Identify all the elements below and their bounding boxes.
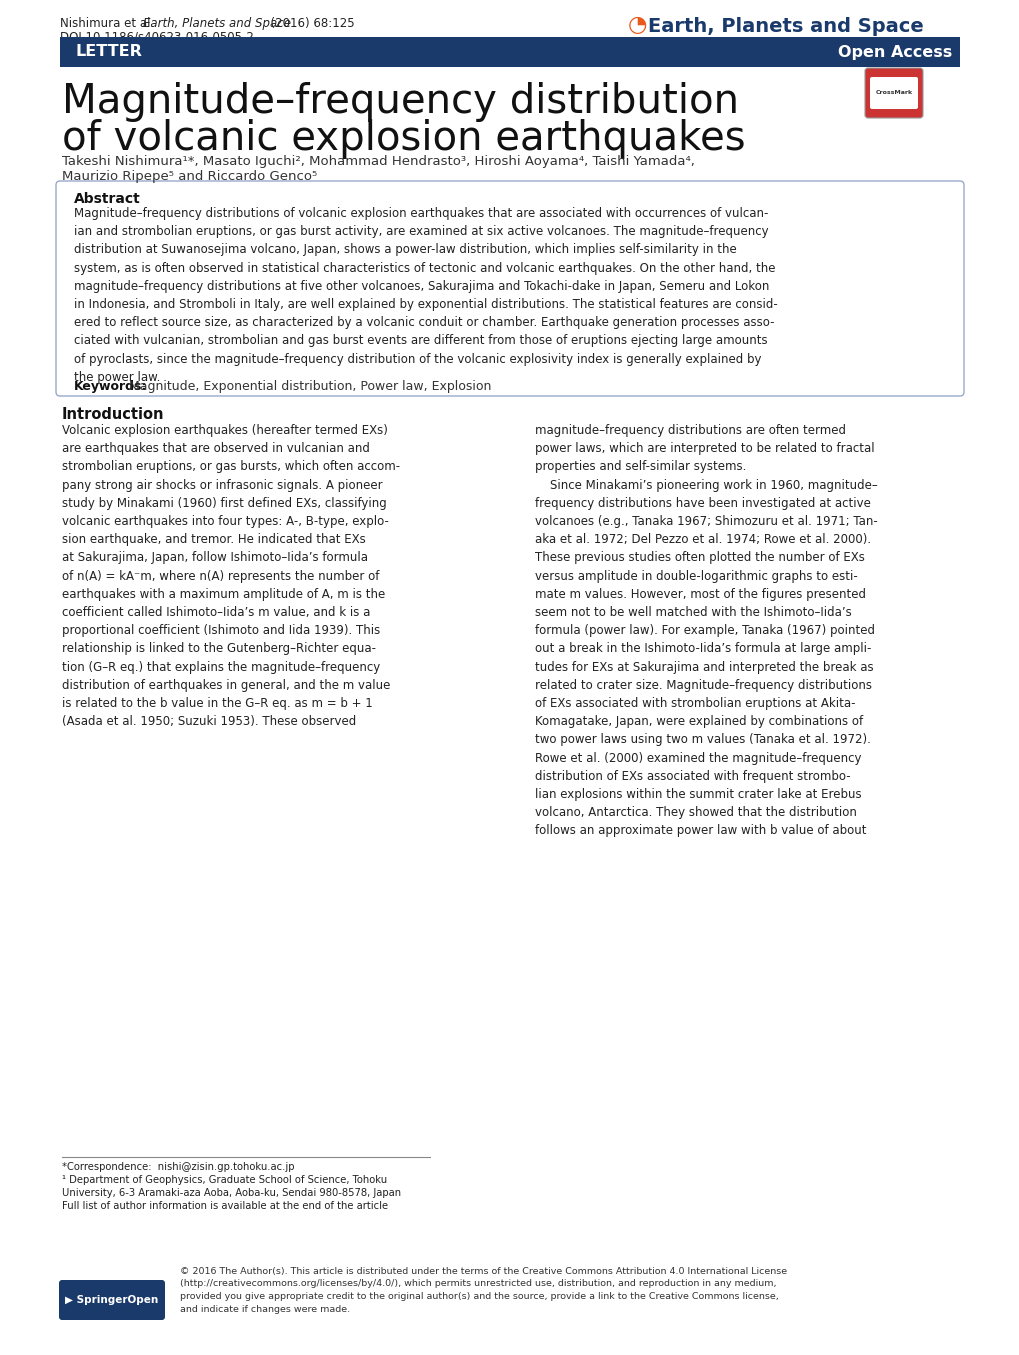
- FancyBboxPatch shape: [864, 68, 922, 118]
- Text: Abstract: Abstract: [74, 192, 141, 206]
- Text: Volcanic explosion earthquakes (hereafter termed EXs)
are earthquakes that are o: Volcanic explosion earthquakes (hereafte…: [62, 424, 399, 728]
- Text: Maurizio Ripepe⁵ and Riccardo Genco⁵: Maurizio Ripepe⁵ and Riccardo Genco⁵: [62, 169, 317, 183]
- FancyBboxPatch shape: [56, 182, 963, 396]
- Text: DOI 10.1186/s40623-016-0505-2: DOI 10.1186/s40623-016-0505-2: [60, 31, 254, 43]
- Text: Introduction: Introduction: [62, 406, 164, 421]
- Text: © 2016 The Author(s). This article is distributed under the terms of the Creativ: © 2016 The Author(s). This article is di…: [179, 1267, 787, 1313]
- FancyBboxPatch shape: [869, 77, 917, 108]
- Text: Earth, Planets and Space: Earth, Planets and Space: [143, 18, 290, 30]
- Text: University, 6-3 Aramaki-aza Aoba, Aoba-ku, Sendai 980-8578, Japan: University, 6-3 Aramaki-aza Aoba, Aoba-k…: [62, 1188, 400, 1198]
- Text: Open Access: Open Access: [837, 45, 951, 60]
- Text: Earth, Planets and Space: Earth, Planets and Space: [647, 18, 923, 37]
- Text: (2016) 68:125: (2016) 68:125: [263, 18, 355, 30]
- Text: of volcanic explosion earthquakes: of volcanic explosion earthquakes: [62, 119, 745, 159]
- Text: ◔: ◔: [628, 15, 647, 35]
- Text: Magnitude, Exponential distribution, Power law, Explosion: Magnitude, Exponential distribution, Pow…: [128, 379, 491, 393]
- Text: Takeshi Nishimura¹*, Masato Iguchi², Mohammad Hendrasto³, Hiroshi Aoyama⁴, Taish: Takeshi Nishimura¹*, Masato Iguchi², Moh…: [62, 154, 694, 168]
- Text: ▶ SpringerOpen: ▶ SpringerOpen: [65, 1295, 159, 1305]
- Text: Magnitude–frequency distributions of volcanic explosion earthquakes that are ass: Magnitude–frequency distributions of vol…: [74, 207, 777, 383]
- Text: Full list of author information is available at the end of the article: Full list of author information is avail…: [62, 1201, 388, 1211]
- Text: LETTER: LETTER: [76, 45, 143, 60]
- Text: ¹ Department of Geophysics, Graduate School of Science, Tohoku: ¹ Department of Geophysics, Graduate Sch…: [62, 1175, 387, 1186]
- FancyBboxPatch shape: [60, 37, 959, 66]
- Text: Magnitude–frequency distribution: Magnitude–frequency distribution: [62, 83, 739, 122]
- FancyBboxPatch shape: [59, 1280, 165, 1320]
- Text: CrossMark: CrossMark: [874, 91, 912, 95]
- Text: magnitude–frequency distributions are often termed
power laws, which are interpr: magnitude–frequency distributions are of…: [535, 424, 877, 837]
- Text: Nishimura et al.: Nishimura et al.: [60, 18, 158, 30]
- Text: *Correspondence:  nishi@zisin.gp.tohoku.ac.jp: *Correspondence: nishi@zisin.gp.tohoku.a…: [62, 1163, 294, 1172]
- Text: Keywords:: Keywords:: [74, 379, 147, 393]
